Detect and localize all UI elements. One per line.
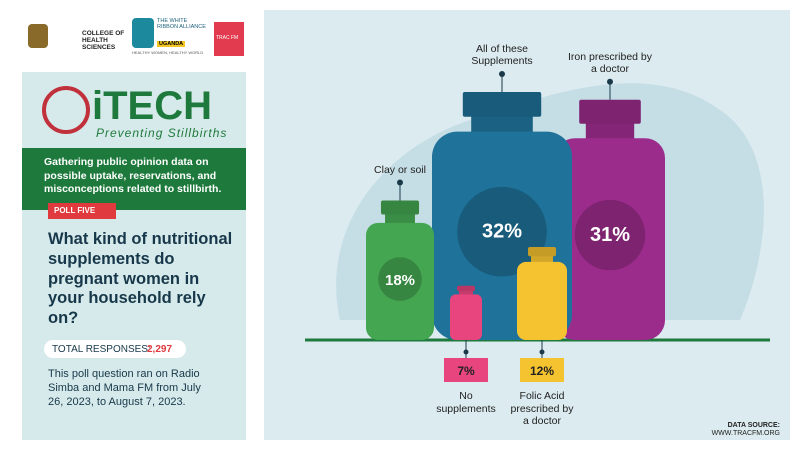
category-label: Folic Acid prescribed by a doctor <box>510 390 574 428</box>
value-label: 12% <box>530 364 554 378</box>
alliance-tagline: HEALTHY WOMEN, HEALTHY WORLD <box>132 50 204 55</box>
note: This poll question ran on Radio Simba an… <box>48 368 201 408</box>
alliance-country: UGANDA <box>157 41 186 47</box>
bottle-cap <box>579 99 641 124</box>
poll-label: POLL FIVE <box>54 206 96 215</box>
bottle-body <box>517 261 567 340</box>
responses-pill <box>44 340 186 358</box>
partner-logo <box>214 22 244 56</box>
crest <box>28 24 48 48</box>
category-label: All of these Supplements <box>471 42 533 68</box>
college-name: COLLEGE OF HEALTH SCIENCES <box>82 30 125 51</box>
leader-dot <box>607 78 613 85</box>
category-label: No supplements <box>436 390 496 415</box>
question: What kind of nutritional supplements do … <box>48 230 233 328</box>
value-box <box>444 358 488 382</box>
bottle-neck <box>471 115 533 135</box>
partner-name: TRAC FM <box>216 35 239 41</box>
leader-dot <box>539 349 545 355</box>
intro: Gathering public opinion data on possibl… <box>44 156 222 196</box>
value-label: 7% <box>457 364 475 378</box>
leader-dot <box>463 349 469 355</box>
responses-value: 2,297 <box>147 344 173 355</box>
intro-banner <box>22 148 246 210</box>
value-disc <box>378 257 422 301</box>
bottle-cap <box>380 200 420 215</box>
value-label: 32% <box>482 221 522 243</box>
alliance-name: THE WHITE RIBBON ALLIANCE <box>157 18 206 30</box>
poll-pill <box>48 203 116 219</box>
bottle-cap <box>528 247 556 257</box>
brand-name: iTECH <box>92 84 212 128</box>
value-disc <box>457 186 547 277</box>
responses-label: TOTAL RESPONSES: <box>52 344 151 355</box>
source-url: WWW.TRACFM.ORG <box>711 430 780 437</box>
bottle-neck <box>585 122 635 142</box>
alliance-logo <box>132 18 154 48</box>
value-label: 18% <box>385 272 415 289</box>
brand-logo <box>42 86 90 134</box>
value-box <box>520 358 564 382</box>
bottle-neck <box>385 213 415 226</box>
left-panel <box>22 10 246 440</box>
bottle-neck <box>458 290 474 298</box>
leader-dot <box>499 71 505 77</box>
bottle-cap <box>457 285 475 292</box>
source-label: DATA SOURCE: <box>727 422 780 429</box>
leader-dot <box>397 179 403 186</box>
category-label: Iron prescribed by a doctor <box>567 50 653 76</box>
bottle-body <box>450 294 482 340</box>
category-label: Clay or soil <box>374 163 426 176</box>
bottle-neck <box>531 255 553 265</box>
bottle-cap <box>462 92 542 117</box>
value-label: 31% <box>590 224 630 246</box>
value-disc <box>574 199 646 271</box>
brand-tagline: Preventing Stillbirths <box>96 126 228 140</box>
